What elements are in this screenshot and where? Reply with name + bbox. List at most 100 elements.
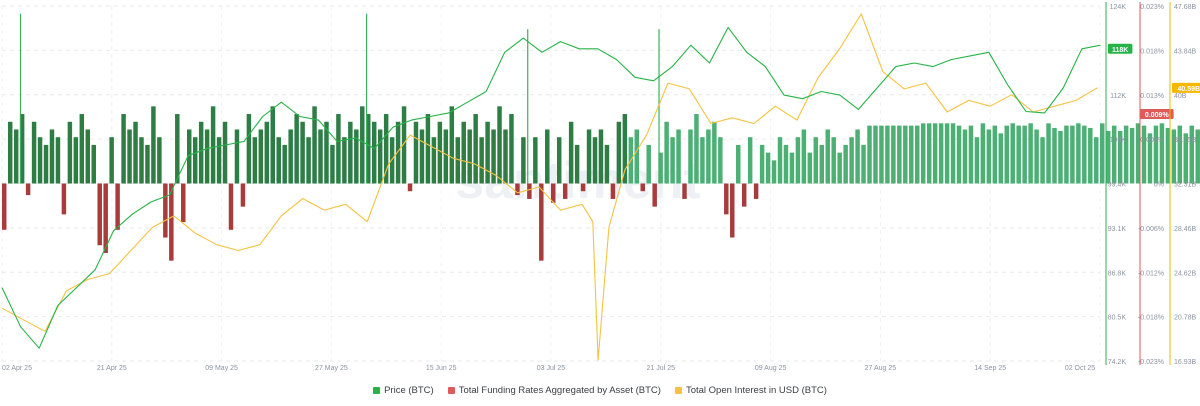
funding-bar — [879, 125, 884, 184]
funding-bar — [676, 129, 681, 184]
funding-bar — [330, 144, 335, 184]
funding-bar — [360, 106, 365, 184]
axis-tick-open_interest: 20.78B — [1174, 315, 1197, 322]
funding-bar — [270, 106, 276, 184]
funding-bar — [765, 152, 771, 184]
funding-bar — [1177, 125, 1183, 184]
funding-bar — [658, 152, 663, 184]
funding-bar — [276, 137, 281, 184]
funding-bar — [795, 137, 801, 184]
funding-bar — [1082, 125, 1087, 184]
funding-bar — [43, 144, 49, 184]
axis-tick-funding: 0.018% — [1140, 48, 1164, 55]
funding-bar — [562, 183, 568, 199]
funding-bar — [837, 152, 842, 184]
funding-bar — [121, 114, 126, 184]
funding-bar — [437, 121, 443, 184]
axis-tick-open_interest: 40B — [1174, 93, 1187, 100]
funding-bar — [724, 183, 729, 215]
funding-bar — [986, 129, 992, 184]
funding-bar — [395, 121, 401, 184]
funding-bar — [622, 114, 628, 184]
funding-bar — [246, 114, 252, 184]
axis-badge-label-open_interest: 40.59B — [1178, 86, 1200, 93]
funding-bar — [819, 144, 825, 184]
funding-bar — [252, 137, 258, 184]
funding-bar — [855, 129, 860, 184]
funding-bar — [306, 137, 311, 184]
funding-bar — [192, 137, 198, 184]
funding-bar — [240, 183, 246, 207]
funding-bar — [1183, 133, 1189, 184]
axis-tick-open_interest: 36.15B — [1174, 137, 1197, 144]
funding-bar — [753, 183, 759, 199]
funding-bar — [109, 137, 114, 184]
axis-tick-open_interest: 16.93B — [1174, 359, 1197, 366]
axis-badge-label-price: 118K — [1112, 47, 1128, 54]
funding-bar — [885, 125, 890, 184]
funding-bar — [1028, 123, 1033, 184]
axis-tick-funding: 0% — [1154, 182, 1164, 189]
axes: 124K 118K 112K 105K 99.4K 93.1K 86.8K 80.5K 74.2… — [1105, 2, 1200, 366]
axis-tick-funding: -0.018% — [1138, 315, 1164, 322]
legend-label-funding: Total Funding Rates Aggregated by Asset … — [458, 384, 661, 396]
axis-badge-bg-open_interest — [1172, 82, 1200, 93]
funding-bar — [467, 129, 472, 184]
funding-bar — [521, 137, 526, 184]
funding-bar — [1058, 131, 1063, 184]
funding-bar — [19, 114, 25, 184]
funding-bar — [807, 152, 813, 184]
funding-bar — [1016, 125, 1021, 184]
funding-bar — [324, 121, 329, 184]
funding-bar — [354, 129, 359, 184]
funding-bar — [592, 137, 598, 184]
funding-bar — [932, 123, 938, 184]
funding-bar — [61, 183, 67, 215]
funding-bar — [163, 183, 168, 238]
funding-bar — [801, 129, 807, 184]
funding-bar — [533, 137, 538, 184]
legend-item-price[interactable]: Price (BTC) — [373, 385, 434, 396]
funding-bar — [825, 129, 830, 184]
funding-bar — [980, 123, 986, 184]
funding-bar — [1064, 125, 1069, 184]
funding-bar — [151, 106, 156, 184]
funding-bar — [181, 183, 186, 223]
funding-bar — [1076, 123, 1081, 184]
funding-bar — [228, 183, 234, 230]
funding-bar — [503, 129, 508, 184]
funding-bar — [431, 137, 437, 184]
legend-label-open-interest: Total Open Interest in USD (BTC) — [685, 384, 827, 396]
x-tick-label: 21 Jul 25 — [647, 365, 676, 372]
funding-bar — [909, 125, 914, 184]
funding-bar — [485, 121, 490, 184]
funding-bar — [157, 137, 162, 184]
axis-tick-funding: 0.023% — [1140, 4, 1164, 11]
legend-item-open-interest[interactable]: Total Open Interest in USD (BTC) — [674, 384, 827, 396]
axis-tick-price: 86.8K — [1108, 270, 1127, 277]
funding-bar — [55, 137, 61, 184]
funding-bar — [479, 137, 484, 184]
funding-bar — [342, 137, 347, 184]
funding-bar — [843, 144, 848, 184]
funding-bar — [419, 129, 425, 184]
funding-bar — [401, 106, 407, 184]
funding-bar — [718, 137, 723, 184]
funding-bar — [1046, 123, 1051, 184]
funding-bar — [1153, 125, 1159, 184]
funding-bar — [783, 144, 789, 184]
axis-tick-funding: -0.023% — [1138, 359, 1164, 366]
funding-bar — [539, 183, 544, 261]
funding-bar-spike — [658, 29, 660, 184]
funding-bar — [204, 129, 210, 184]
funding-bar — [139, 137, 144, 184]
funding-bar — [610, 183, 616, 199]
price-line — [1, 26, 1101, 349]
funding-bar — [759, 144, 765, 184]
funding-bar — [580, 183, 586, 192]
legend-item-funding[interactable]: Total Funding Rates Aggregated by Asset … — [447, 384, 661, 396]
x-axis: 02 Apr 25 21 Apr 25 09 May 25 27 May 25 15 J… — [2, 365, 1095, 372]
funding-bar — [1022, 125, 1027, 184]
funding-bar — [264, 121, 270, 184]
